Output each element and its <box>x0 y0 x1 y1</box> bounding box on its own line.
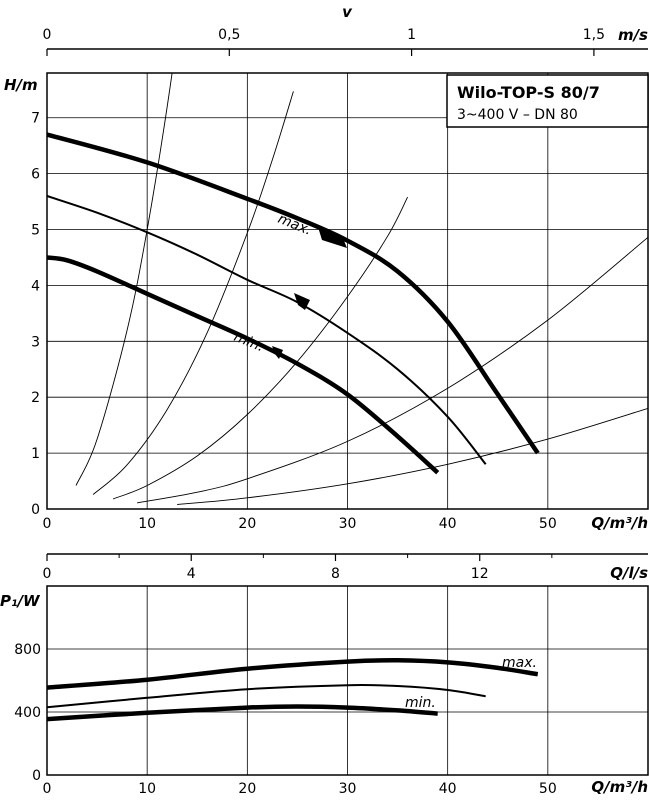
head-y-label: H/m <box>4 76 38 94</box>
speed-marker <box>272 346 283 359</box>
system-curve <box>177 407 648 505</box>
axis-layer: 010203040500123456700,511,522,5304812010… <box>14 27 648 797</box>
top-axis-unit: m/s <box>618 26 648 44</box>
head-y-tick-label: 7 <box>31 111 40 127</box>
power-x-label: Q/m³/h <box>591 778 648 796</box>
power-y-label: P₁/W <box>0 592 41 610</box>
mid-axis-tick-label: 8 <box>331 566 340 582</box>
speed-marker <box>318 227 347 248</box>
power-x-tick-label: 30 <box>339 781 357 797</box>
mid-axis-tick-label: 4 <box>187 566 196 582</box>
head-x-tick-label: 0 <box>43 516 52 532</box>
head-x-tick-label: 20 <box>238 516 256 532</box>
power-x-tick-label: 10 <box>138 781 156 797</box>
power-min-label: min. <box>405 695 436 711</box>
power-y-tick-label: 400 <box>14 705 41 721</box>
power-y-tick-label: 800 <box>14 642 41 658</box>
system-curve <box>92 91 294 495</box>
power-x-tick-label: 40 <box>439 781 457 797</box>
head-y-tick-label: 4 <box>31 278 40 294</box>
power-x-tick-label: 0 <box>43 781 52 797</box>
power-x-tick-label: 20 <box>238 781 256 797</box>
head-curve <box>47 132 540 455</box>
power-x-tick-label: 50 <box>539 781 557 797</box>
top-axis-label: v <box>342 3 353 21</box>
curve-layer <box>47 73 648 722</box>
power-curves-group <box>47 658 539 722</box>
top-axis-tick-label: 1,5 <box>583 27 605 43</box>
head-curve <box>47 195 487 465</box>
head-y-tick-label: 3 <box>31 334 40 350</box>
power-curve <box>47 704 438 722</box>
power-curve <box>47 658 539 690</box>
head-y-tick-label: 6 <box>31 167 40 183</box>
head-curves-group <box>47 132 540 475</box>
head-y-tick-label: 5 <box>31 223 40 239</box>
mid-axis-unit: Q/l/s <box>610 564 648 582</box>
head-x-tick-label: 50 <box>539 516 557 532</box>
head-min-label: min. <box>232 329 267 355</box>
title-box <box>446 74 649 128</box>
head-x-tick-label: 10 <box>138 516 156 532</box>
head-x-label: Q/m³/h <box>591 514 648 532</box>
head-x-tick-label: 40 <box>439 516 457 532</box>
system-curve <box>75 73 173 486</box>
system-curves-group <box>75 73 648 505</box>
grid-layer <box>46 72 649 776</box>
head-y-tick-label: 1 <box>31 446 40 462</box>
system-curve <box>112 196 409 500</box>
mid-axis-tick-label: 0 <box>43 566 52 582</box>
top-axis-tick-label: 0,5 <box>218 27 240 43</box>
chart-title: Wilo-TOP-S 80/7 <box>457 83 600 102</box>
top-axis-tick-label: 1 <box>407 27 416 43</box>
mid-axis-tick-label: 12 <box>471 566 489 582</box>
top-axis-tick-label: 0 <box>43 27 52 43</box>
head-y-tick-label: 2 <box>31 390 40 406</box>
system-curve <box>137 236 648 504</box>
power-curve <box>47 684 486 709</box>
head-y-tick-label: 0 <box>31 502 40 518</box>
chart-subtitle: 3~400 V – DN 80 <box>457 107 578 123</box>
power-max-label: max. <box>502 655 537 671</box>
head-curve <box>47 255 440 475</box>
power-y-tick-label: 0 <box>32 768 41 784</box>
speed-marker <box>294 293 310 310</box>
head-x-tick-label: 30 <box>339 516 357 532</box>
